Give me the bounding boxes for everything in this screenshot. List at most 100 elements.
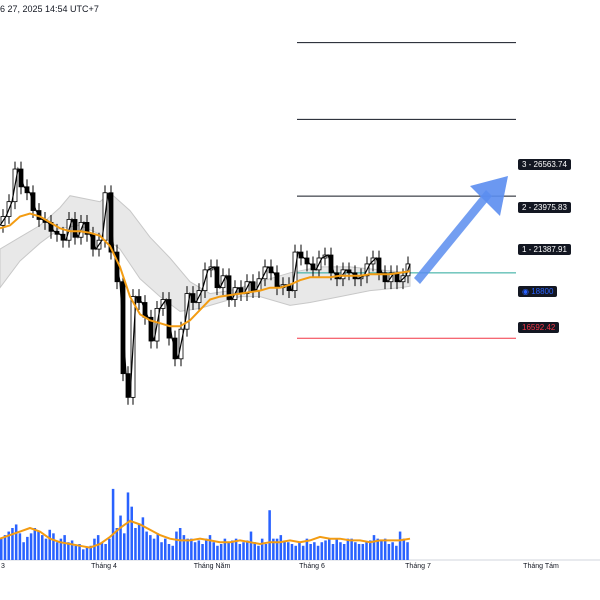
volume-bar: [115, 528, 119, 560]
volume-bar: [193, 542, 197, 560]
volume-bar: [201, 544, 204, 560]
volume-bar: [182, 535, 186, 560]
forecast-arrow-head: [470, 176, 508, 216]
volume-bar: [406, 542, 409, 560]
volume-bar: [190, 538, 193, 560]
volume-bar: [3, 535, 7, 560]
x-tick-label: Tháng Tám: [523, 563, 559, 570]
volume-bar: [242, 542, 245, 560]
volume-bar: [152, 538, 156, 560]
volume-bar: [320, 542, 324, 560]
volume-bar: [26, 536, 29, 560]
volume-bar: [402, 538, 406, 560]
volume-bar: [339, 542, 342, 560]
x-tick-label: Tháng Năm: [193, 563, 231, 570]
volume-bar: [171, 545, 174, 560]
volume-bar: [231, 540, 234, 560]
volume-bar: [59, 538, 63, 560]
current-price-label: ◉ 18800: [518, 286, 558, 297]
volume-bar: [257, 545, 260, 560]
volume-bar: [335, 538, 338, 560]
volume-bar: [33, 528, 37, 560]
volume-bar: [350, 538, 353, 560]
volume-bar: [249, 531, 253, 560]
volume-bar: [149, 535, 152, 560]
volume-bar: [74, 545, 78, 560]
volume-bar: [85, 547, 89, 560]
volume-bar: [331, 544, 335, 560]
chart-timestamp: 6 27, 2025 14:54 UTC+7: [0, 4, 99, 14]
volume-bar: [178, 528, 182, 560]
volume-bar: [294, 545, 297, 560]
volume-bar: [160, 542, 163, 560]
volume-bar: [123, 533, 126, 560]
volume-bar: [137, 524, 141, 560]
volume-bar: [324, 540, 327, 560]
volume-bar: [328, 538, 331, 560]
volume-bar: [141, 517, 145, 560]
volume-bar: [287, 542, 290, 560]
volume-bar: [22, 542, 25, 560]
moving-average-line: [0, 212, 411, 328]
volume-bar: [380, 540, 383, 560]
volume-bar: [70, 540, 74, 560]
volume-bar: [67, 542, 70, 560]
volume-bar: [186, 538, 189, 560]
volume-bar: [197, 540, 201, 560]
volume-bar: [18, 533, 22, 560]
volume-bar: [134, 528, 137, 560]
volume-bar: [253, 542, 256, 560]
volume-bar: [365, 542, 368, 560]
volume-bar: [279, 535, 283, 560]
volume-bar: [290, 544, 294, 560]
volume-bar: [156, 533, 160, 560]
volume-bar: [175, 531, 178, 560]
target-level-1-label: 1 - 21387.91: [518, 244, 571, 255]
x-tick-label: Tháng 6: [299, 563, 325, 570]
volume-bar: [372, 535, 376, 560]
volume-bar: [11, 528, 14, 560]
volume-bar: [298, 542, 301, 560]
volume-bar: [130, 506, 133, 560]
volume-bar: [369, 540, 372, 560]
volume-bar: [234, 538, 238, 560]
current-price-value: 18800: [531, 287, 554, 296]
volume-bar: [316, 545, 320, 560]
volume-bar: [126, 492, 130, 560]
volume-bar: [361, 544, 365, 560]
volume-bar: [283, 540, 286, 560]
volume-bar: [268, 510, 271, 560]
volume-bar: [89, 545, 92, 560]
volume-bar: [78, 544, 81, 560]
volume-bar: [44, 538, 48, 560]
target-level-2-label: 2 - 23975.83: [518, 202, 571, 213]
volume-bar: [264, 544, 268, 560]
volume-bar: [29, 533, 33, 560]
price-zigzag-line: [0, 166, 411, 398]
volume-bar: [111, 488, 115, 560]
volume-bar: [119, 515, 122, 560]
volume-bar: [238, 544, 242, 560]
volume-bar: [395, 545, 398, 560]
volume-bar: [37, 531, 40, 560]
volume-bar: [219, 544, 223, 560]
volume-bar: [205, 538, 208, 560]
volume-bar: [272, 538, 275, 560]
volume-bar: [342, 544, 346, 560]
volume-bar: [387, 544, 391, 560]
current-price-icon: ◉: [522, 287, 532, 296]
volume-bar: [82, 549, 85, 560]
volume-bar: [52, 533, 55, 560]
target-level-3-label: 3 - 26563.74: [518, 159, 571, 170]
volume-bar: [391, 542, 394, 560]
volume-bar: [164, 538, 167, 560]
volume-bar: [313, 542, 316, 560]
volume-bar: [96, 535, 100, 560]
x-tick-label: 3: [1, 563, 5, 570]
volume-bar: [376, 538, 379, 560]
volume-bar: [14, 524, 18, 560]
volume-bar: [63, 535, 66, 560]
volume-bar: [48, 529, 51, 560]
volume-ma-line: [0, 519, 411, 549]
